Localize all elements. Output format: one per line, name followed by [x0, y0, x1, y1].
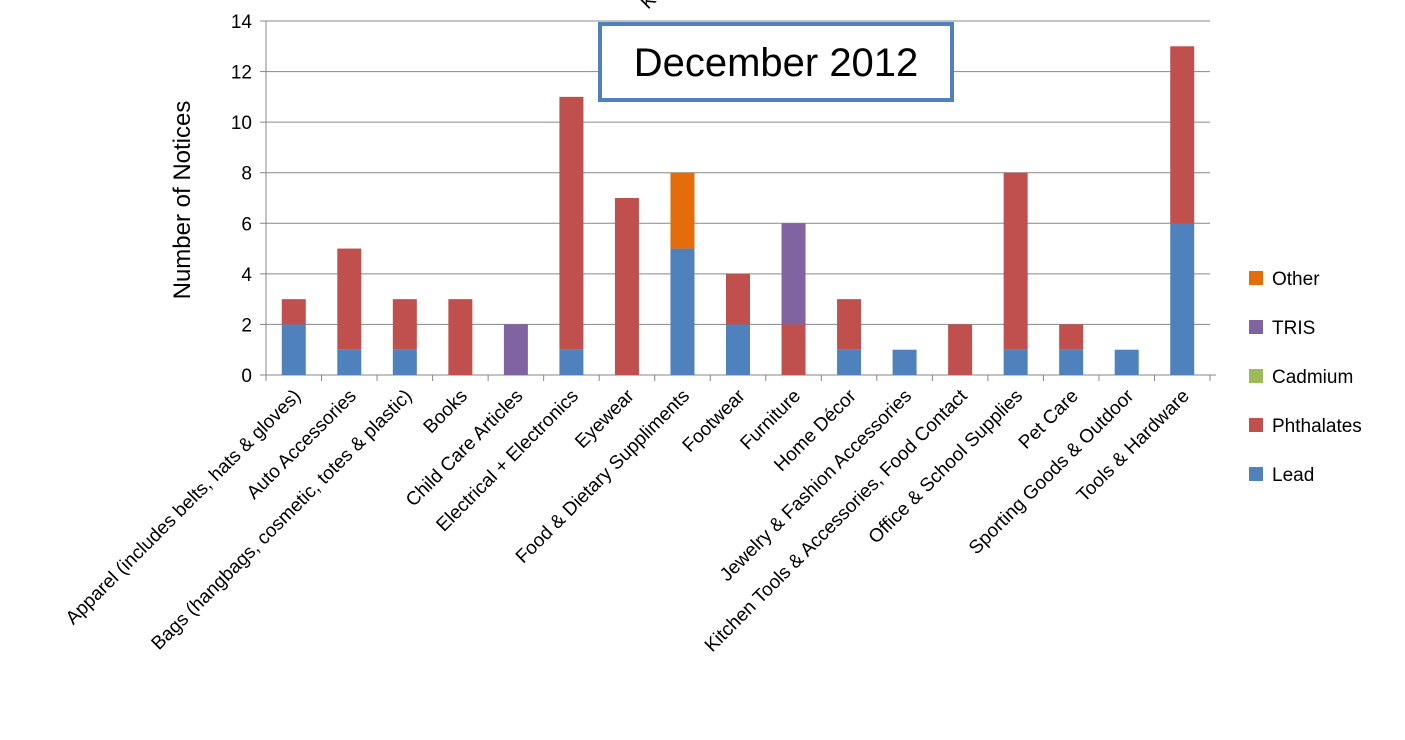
legend-swatch — [1249, 320, 1263, 334]
bar-lead — [337, 349, 362, 375]
bar-lead — [1003, 349, 1028, 375]
legend-label: Lead — [1272, 465, 1314, 486]
title-box-frame — [598, 22, 954, 102]
bar-phthalates — [781, 324, 806, 375]
bar-tris — [781, 223, 806, 325]
y-tick-labels: 0 2 4 6 8 10 12 14 — [231, 12, 253, 387]
x-tick-label: Books — [420, 386, 472, 438]
x-tick-labels: Apparel (includes belts, hats & gloves)A… — [62, 385, 1194, 656]
bar-lead — [1114, 349, 1139, 375]
legend-label: TRIS — [1272, 318, 1315, 339]
x-tick-label: Kitchen Tools & Accessories, Food Contac… — [701, 385, 972, 656]
bar-phthalates — [614, 198, 639, 375]
bar-phthalates — [559, 96, 584, 350]
bar-phthalates — [1059, 324, 1084, 350]
y-tick-label: 10 — [231, 113, 252, 134]
bar-other — [670, 172, 695, 249]
bar-phthalates — [392, 299, 417, 350]
bar-lead — [1170, 223, 1195, 375]
bar-phthalates — [448, 299, 473, 375]
bar-lead — [559, 349, 584, 375]
bar-phthalates — [726, 273, 750, 325]
bar-lead — [281, 324, 306, 375]
y-axis-label: Number of Notices — [169, 101, 196, 300]
bar-lead — [1059, 349, 1084, 375]
legend-swatch — [1249, 369, 1263, 383]
title-box: December 2012 — [598, 22, 954, 102]
bar-lead — [837, 349, 862, 375]
y-tick-label: 12 — [231, 63, 252, 84]
x-tick-label: Apparel (includes belts, hats & gloves) — [62, 386, 305, 629]
legend-swatch — [1249, 271, 1263, 285]
bar-tris — [503, 324, 528, 375]
bar-phthalates — [337, 248, 362, 350]
bar-phthalates — [281, 299, 306, 325]
y-tick-label: 4 — [241, 265, 252, 286]
y-tick-label: 14 — [231, 12, 253, 33]
bar-lead — [670, 248, 695, 375]
bar-lead — [726, 324, 750, 375]
bar-lead — [892, 349, 917, 375]
bar-lead — [392, 349, 417, 375]
y-tick-label: 0 — [241, 366, 252, 387]
bar-phthalates — [1170, 46, 1195, 224]
bar-phthalates — [1003, 172, 1028, 350]
bar-phthalates — [837, 299, 862, 350]
legend: Other TRIS Cadmium Phthalates Lead — [1249, 269, 1362, 486]
x-tick-label: Bags (hangbags, cosmetic, totes & plasti… — [148, 386, 417, 655]
y-tick-label: 2 — [241, 315, 252, 336]
chart-title: December 2012 — [634, 41, 919, 85]
y-tick-label: 8 — [241, 164, 252, 185]
y-tick-label: 6 — [241, 214, 252, 235]
bars — [281, 46, 1195, 375]
legend-swatch — [1249, 467, 1263, 481]
legend-label: Cadmium — [1272, 367, 1353, 388]
cropped-label-fragment: Ki — [637, 0, 664, 14]
legend-label: Phthalates — [1272, 416, 1362, 437]
gridlines — [260, 20, 1211, 381]
legend-swatch — [1249, 418, 1263, 432]
legend-label: Other — [1272, 269, 1320, 290]
bar-phthalates — [948, 324, 973, 375]
